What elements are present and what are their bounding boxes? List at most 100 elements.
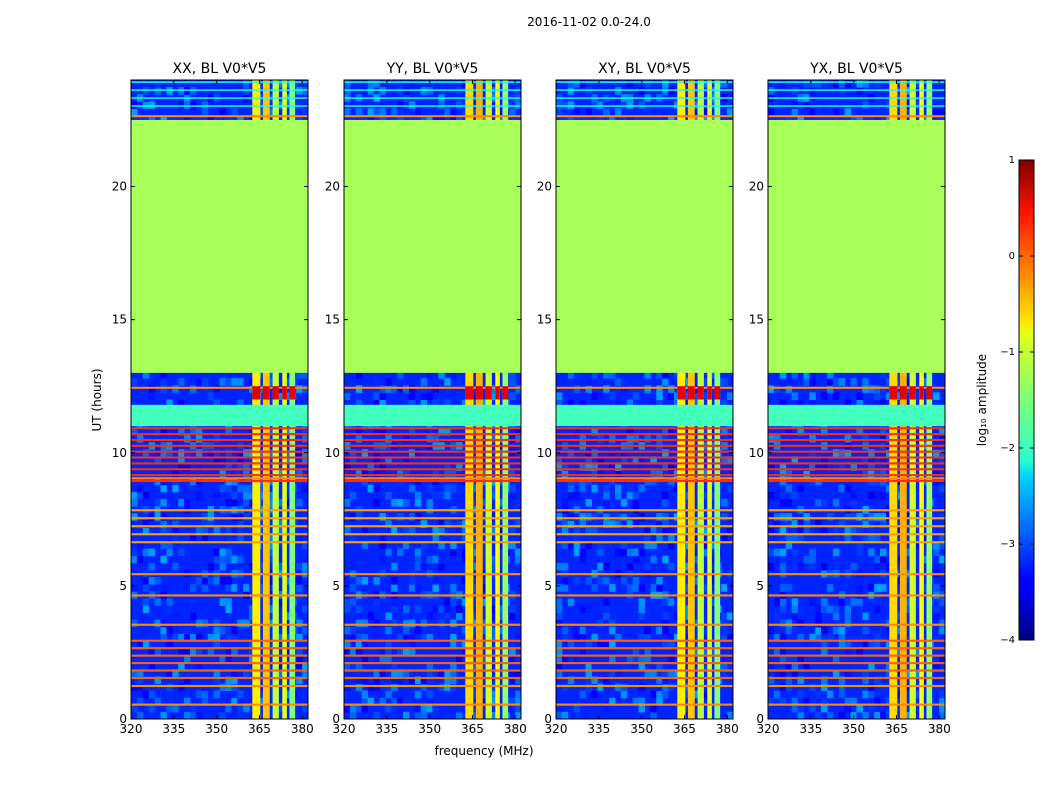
noise-cell [727,513,733,521]
noise-cell [573,619,581,628]
noise-cell [880,456,887,464]
noise-cell [815,711,822,719]
noise-cell [178,435,185,443]
noise-cell [379,87,386,95]
noise-cell [903,392,911,400]
noise-cell [432,555,439,564]
noise-cell [832,498,840,507]
rfi-row [556,623,733,626]
noise-cell [426,662,433,670]
noise-cell [844,527,852,535]
noise-cell [184,626,191,635]
noise-cell [727,527,733,535]
noise-cell [662,80,669,88]
rfi-row [556,509,733,512]
noise-cell [456,527,463,535]
noise-cell [166,548,173,557]
panel-frame [343,79,522,720]
noise-cell [886,669,893,677]
noise-cell [779,669,787,677]
noise-cell [154,378,161,386]
noise-cell [638,655,645,663]
noise-cell [556,456,563,464]
noise-cell [797,534,804,542]
noise-cell [721,378,728,386]
noise-cell [597,101,604,109]
noise-cell [462,80,469,88]
noise-cell [662,555,669,564]
noise-cell [154,648,161,656]
noise-cell [556,655,563,663]
noise-cell [190,534,197,542]
rfi-row [768,533,945,536]
noise-cell [243,584,250,592]
noise-cell [154,676,161,684]
noise-cell [231,108,238,116]
noise-cell [213,619,220,628]
noise-cell [768,562,775,571]
noise-cell [832,626,840,635]
noise-cell [302,704,308,713]
noise-cell [797,562,804,571]
noise-cell [779,655,787,663]
noise-cell [626,562,634,571]
noise-cell [662,626,669,635]
noise-cell [243,449,250,457]
noise-cell [785,427,793,436]
noise-cell [591,101,598,109]
noise-cell [225,605,232,613]
rfi-row [556,444,733,447]
noise-cell [379,513,386,521]
rfi-row [344,573,521,576]
noise-cell [344,463,351,471]
panel-title: XX, BL V0*V5 [173,61,267,77]
noise-cell [361,584,369,592]
noise-cell [656,371,663,379]
noise-cell [856,598,863,606]
noise-cell [178,427,185,436]
noise-cell [868,662,875,670]
noise-cell [154,427,161,436]
noise-cell [160,115,167,124]
y-tick-label: 5 [332,579,340,593]
noise-cell [178,498,185,507]
noise-cell [225,449,232,457]
noise-cell [142,640,150,649]
rfi-row [768,81,945,83]
noise-cell [561,584,569,592]
noise-cell [585,449,592,457]
noise-cell [556,662,563,670]
noise-cell [349,584,357,592]
noise-cell [497,612,504,621]
noise-cell [420,619,428,628]
noise-cell [809,555,816,564]
noise-cell [785,534,793,542]
noise-cell [225,584,232,592]
noise-cell [703,427,710,436]
x-tick-label: 335 [375,722,398,736]
noise-cell [154,87,161,95]
noise-cell [933,562,940,571]
noise-cell [408,449,416,457]
noise-cell [426,435,433,443]
noise-cell [391,427,398,436]
noise-cell [603,562,610,571]
noise-cell [561,456,569,464]
noise-cell [662,527,669,535]
noise-cell [296,371,303,379]
noise-cell [479,626,487,635]
noise-cell [638,633,645,642]
noise-cell [703,626,710,635]
noise-cell [591,527,598,535]
noise-cell [591,676,598,684]
noise-cell [231,669,238,677]
noise-cell [509,655,516,663]
noise-cell [579,513,586,521]
noise-cell [691,669,699,677]
noise-cell [397,101,404,109]
noise-cell [403,498,410,507]
noise-cell [136,612,144,621]
noise-cell [579,520,586,528]
